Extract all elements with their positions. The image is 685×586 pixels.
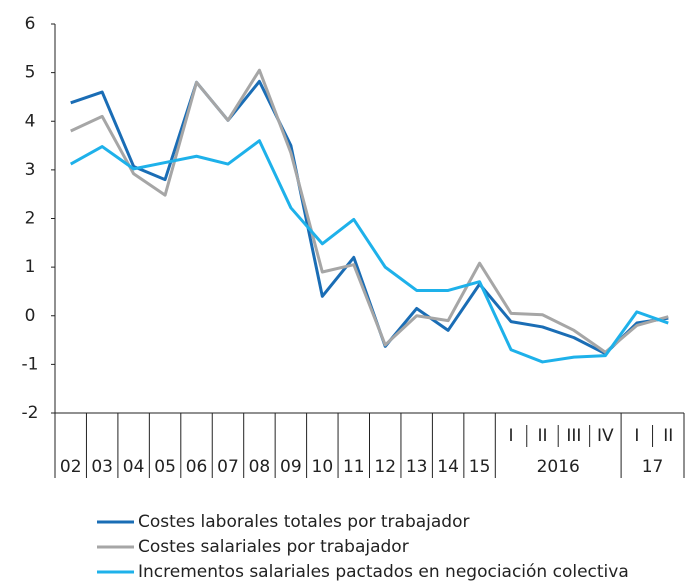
x-tick-label: 03 [91, 457, 113, 477]
x-tick-label: 13 [406, 457, 428, 477]
x-tick-label: III [566, 426, 581, 446]
series-line [70, 68, 669, 354]
x-tick-label: 05 [154, 457, 176, 477]
x-tick-label: 02 [60, 457, 82, 477]
x-group-label: 2016 [537, 457, 580, 477]
y-tick-label: -1 [22, 354, 39, 374]
y-tick-label: 1 [25, 257, 36, 277]
y-tick-label: 2 [25, 209, 36, 229]
x-tick-label: 11 [343, 457, 365, 477]
y-tick-label: 5 [25, 63, 36, 83]
x-tick-label: 10 [312, 457, 334, 477]
legend-label: Costes salariales por trabajador [138, 537, 409, 557]
legend-label: Incrementos salariales pactados en negoc… [138, 562, 629, 582]
y-tick-label: 6 [25, 14, 36, 34]
x-tick-label: IV [597, 426, 614, 446]
x-tick-label: 08 [249, 457, 271, 477]
x-tick-label: II [663, 426, 673, 446]
x-tick-label: II [537, 426, 547, 446]
x-tick-label: 09 [280, 457, 302, 477]
x-tick-label: I [509, 426, 514, 446]
x-tick-label: 06 [186, 457, 208, 477]
y-tick-label: 4 [25, 111, 36, 131]
x-tick-label: I [634, 426, 639, 446]
y-tick-label: 3 [25, 160, 36, 180]
x-tick-label: 12 [374, 457, 396, 477]
x-group-label: 17 [642, 457, 664, 477]
series-line [70, 79, 669, 356]
series-line [69, 139, 669, 364]
y-tick-label: 0 [25, 306, 36, 326]
x-tick-label: 14 [437, 457, 459, 477]
x-tick-label: 15 [469, 457, 491, 477]
x-tick-label: 07 [217, 457, 239, 477]
x-tick-label: 04 [123, 457, 145, 477]
y-tick-label: -2 [22, 403, 39, 423]
legend-label: Costes laborales totales por trabajador [138, 512, 469, 532]
